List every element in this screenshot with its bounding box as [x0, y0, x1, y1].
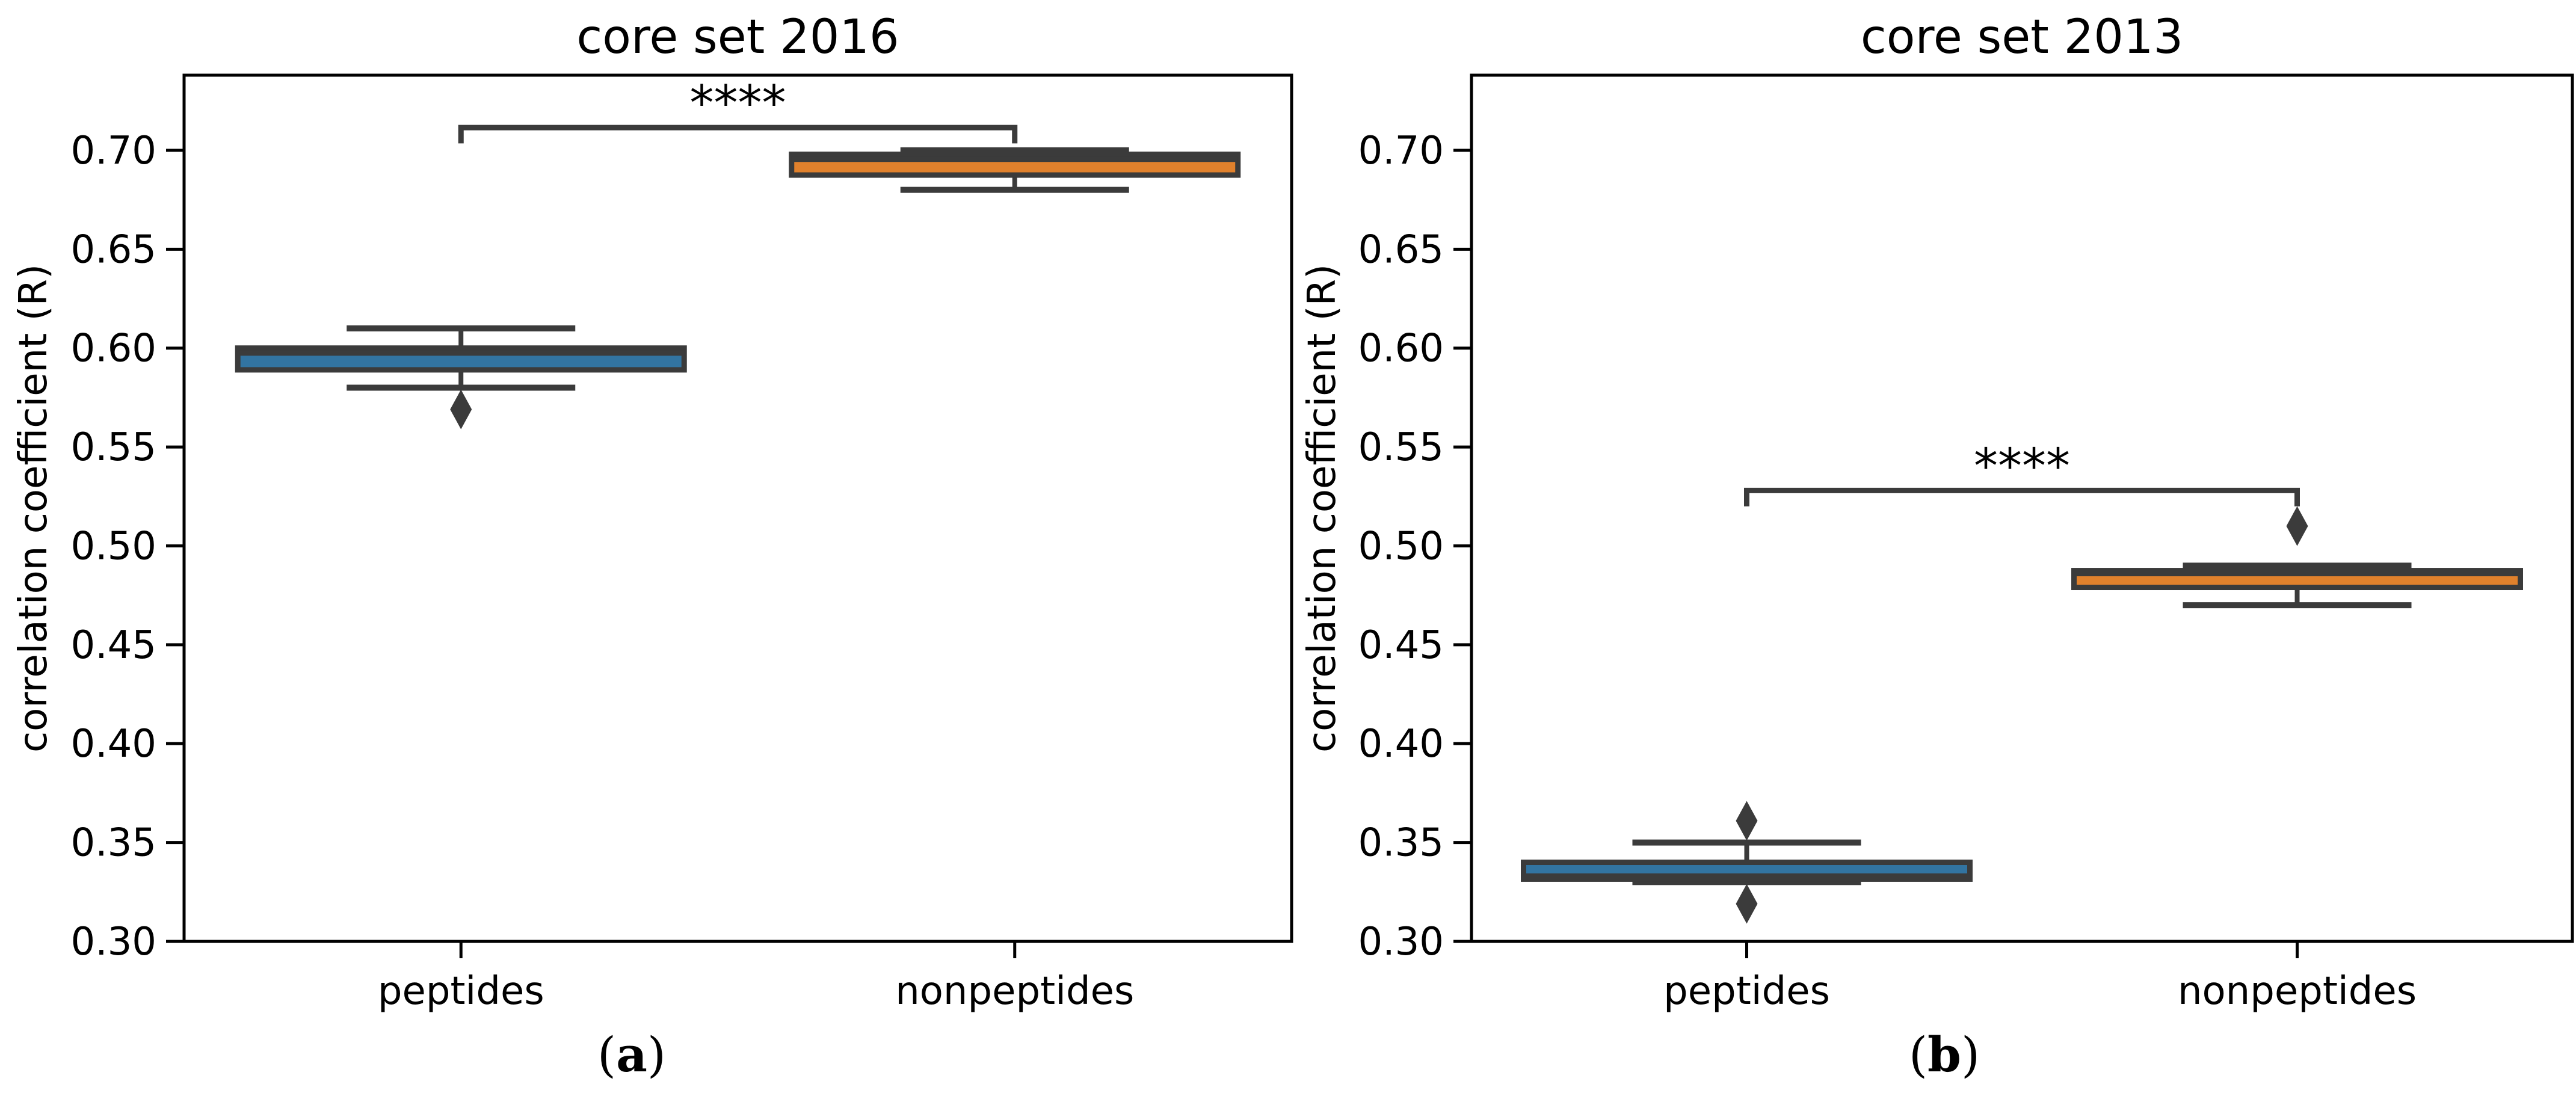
y-tick-label: 0.30 [71, 920, 157, 964]
caption-a: (a) [505, 1026, 758, 1083]
outlier-diamond [450, 389, 472, 429]
y-tick-label: 0.35 [1358, 821, 1444, 866]
y-tick-label: 0.60 [1358, 327, 1444, 371]
significance-annotation: **** [1744, 438, 2300, 506]
x-tick-label-peptides: peptides [1663, 969, 1830, 1014]
caption-b-open-paren: ( [1908, 1027, 1928, 1083]
panel-title-core-set-2016: core set 2016 [576, 10, 899, 64]
panel-core-set-2016: 0.30 0.35 0.40 0.45 0.50 0.55 0.60 0.65 0.70 pept… [71, 73, 1293, 1014]
y-tick-label: 0.65 [1358, 227, 1444, 272]
significance-bracket [1744, 487, 2300, 506]
x-axis: peptides nonpeptides [378, 941, 1134, 1014]
caption-b: (b) [1818, 1026, 2071, 1083]
caption-a-open-paren: ( [597, 1027, 617, 1083]
panel-core-set-2013: 0.30 0.35 0.40 0.45 0.50 0.55 0.60 0.65 0.70 pept… [1358, 73, 2574, 1014]
caption-a-close-paren: ) [647, 1027, 667, 1083]
y-tick-label: 0.40 [1358, 722, 1444, 766]
box-peptides-core-set-2016 [235, 325, 687, 429]
y-tick-label: 0.70 [1358, 129, 1444, 173]
y-tick-label: 0.35 [71, 821, 157, 866]
box-peptides-core-set-2013 [1521, 801, 1973, 924]
x-axis: peptides nonpeptides [1663, 941, 2417, 1014]
x-tick-label-peptides: peptides [378, 969, 544, 1014]
y-tick-label: 0.70 [71, 129, 157, 173]
significance-stars: **** [690, 75, 786, 131]
y-tick-label: 0.55 [1358, 425, 1444, 470]
y-tick-label: 0.30 [1358, 920, 1444, 964]
axes-spines [182, 73, 1293, 943]
y-axis: 0.30 0.35 0.40 0.45 0.50 0.55 0.60 0.65 0.70 [71, 129, 184, 964]
y-tick-label: 0.50 [1358, 524, 1444, 568]
significance-annotation: **** [458, 75, 1018, 144]
caption-b-letter: b [1927, 1026, 1961, 1083]
y-axis-label-right: correlation coefficient (R) [1300, 263, 1345, 753]
box-nonpeptides-core-set-2016 [789, 147, 1241, 193]
box-nonpeptides-core-set-2013 [2071, 506, 2523, 609]
y-tick-label: 0.40 [71, 722, 157, 766]
y-tick-label: 0.65 [71, 227, 157, 272]
outlier-diamond [1736, 801, 1758, 841]
x-tick-label-nonpeptides: nonpeptides [895, 969, 1134, 1014]
x-tick-label-nonpeptides: nonpeptides [2178, 969, 2417, 1014]
y-axis-label-left: correlation coefficient (R) [11, 263, 56, 753]
y-tick-label: 0.60 [71, 327, 157, 371]
y-tick-label: 0.45 [1358, 623, 1444, 668]
panel-title-core-set-2013: core set 2013 [1860, 10, 2184, 64]
y-tick-label: 0.50 [71, 524, 157, 568]
outlier-diamond [1736, 884, 1758, 924]
significance-bracket [458, 125, 1018, 144]
caption-a-letter: a [616, 1026, 647, 1083]
caption-b-close-paren: ) [1961, 1027, 1980, 1083]
y-tick-label: 0.55 [71, 425, 157, 470]
significance-stars: **** [1974, 438, 2070, 494]
y-axis: 0.30 0.35 0.40 0.45 0.50 0.55 0.60 0.65 0.70 [1358, 129, 1471, 964]
outlier-diamond [2286, 506, 2308, 546]
axes-spines [1470, 73, 2574, 943]
y-tick-label: 0.45 [71, 623, 157, 668]
